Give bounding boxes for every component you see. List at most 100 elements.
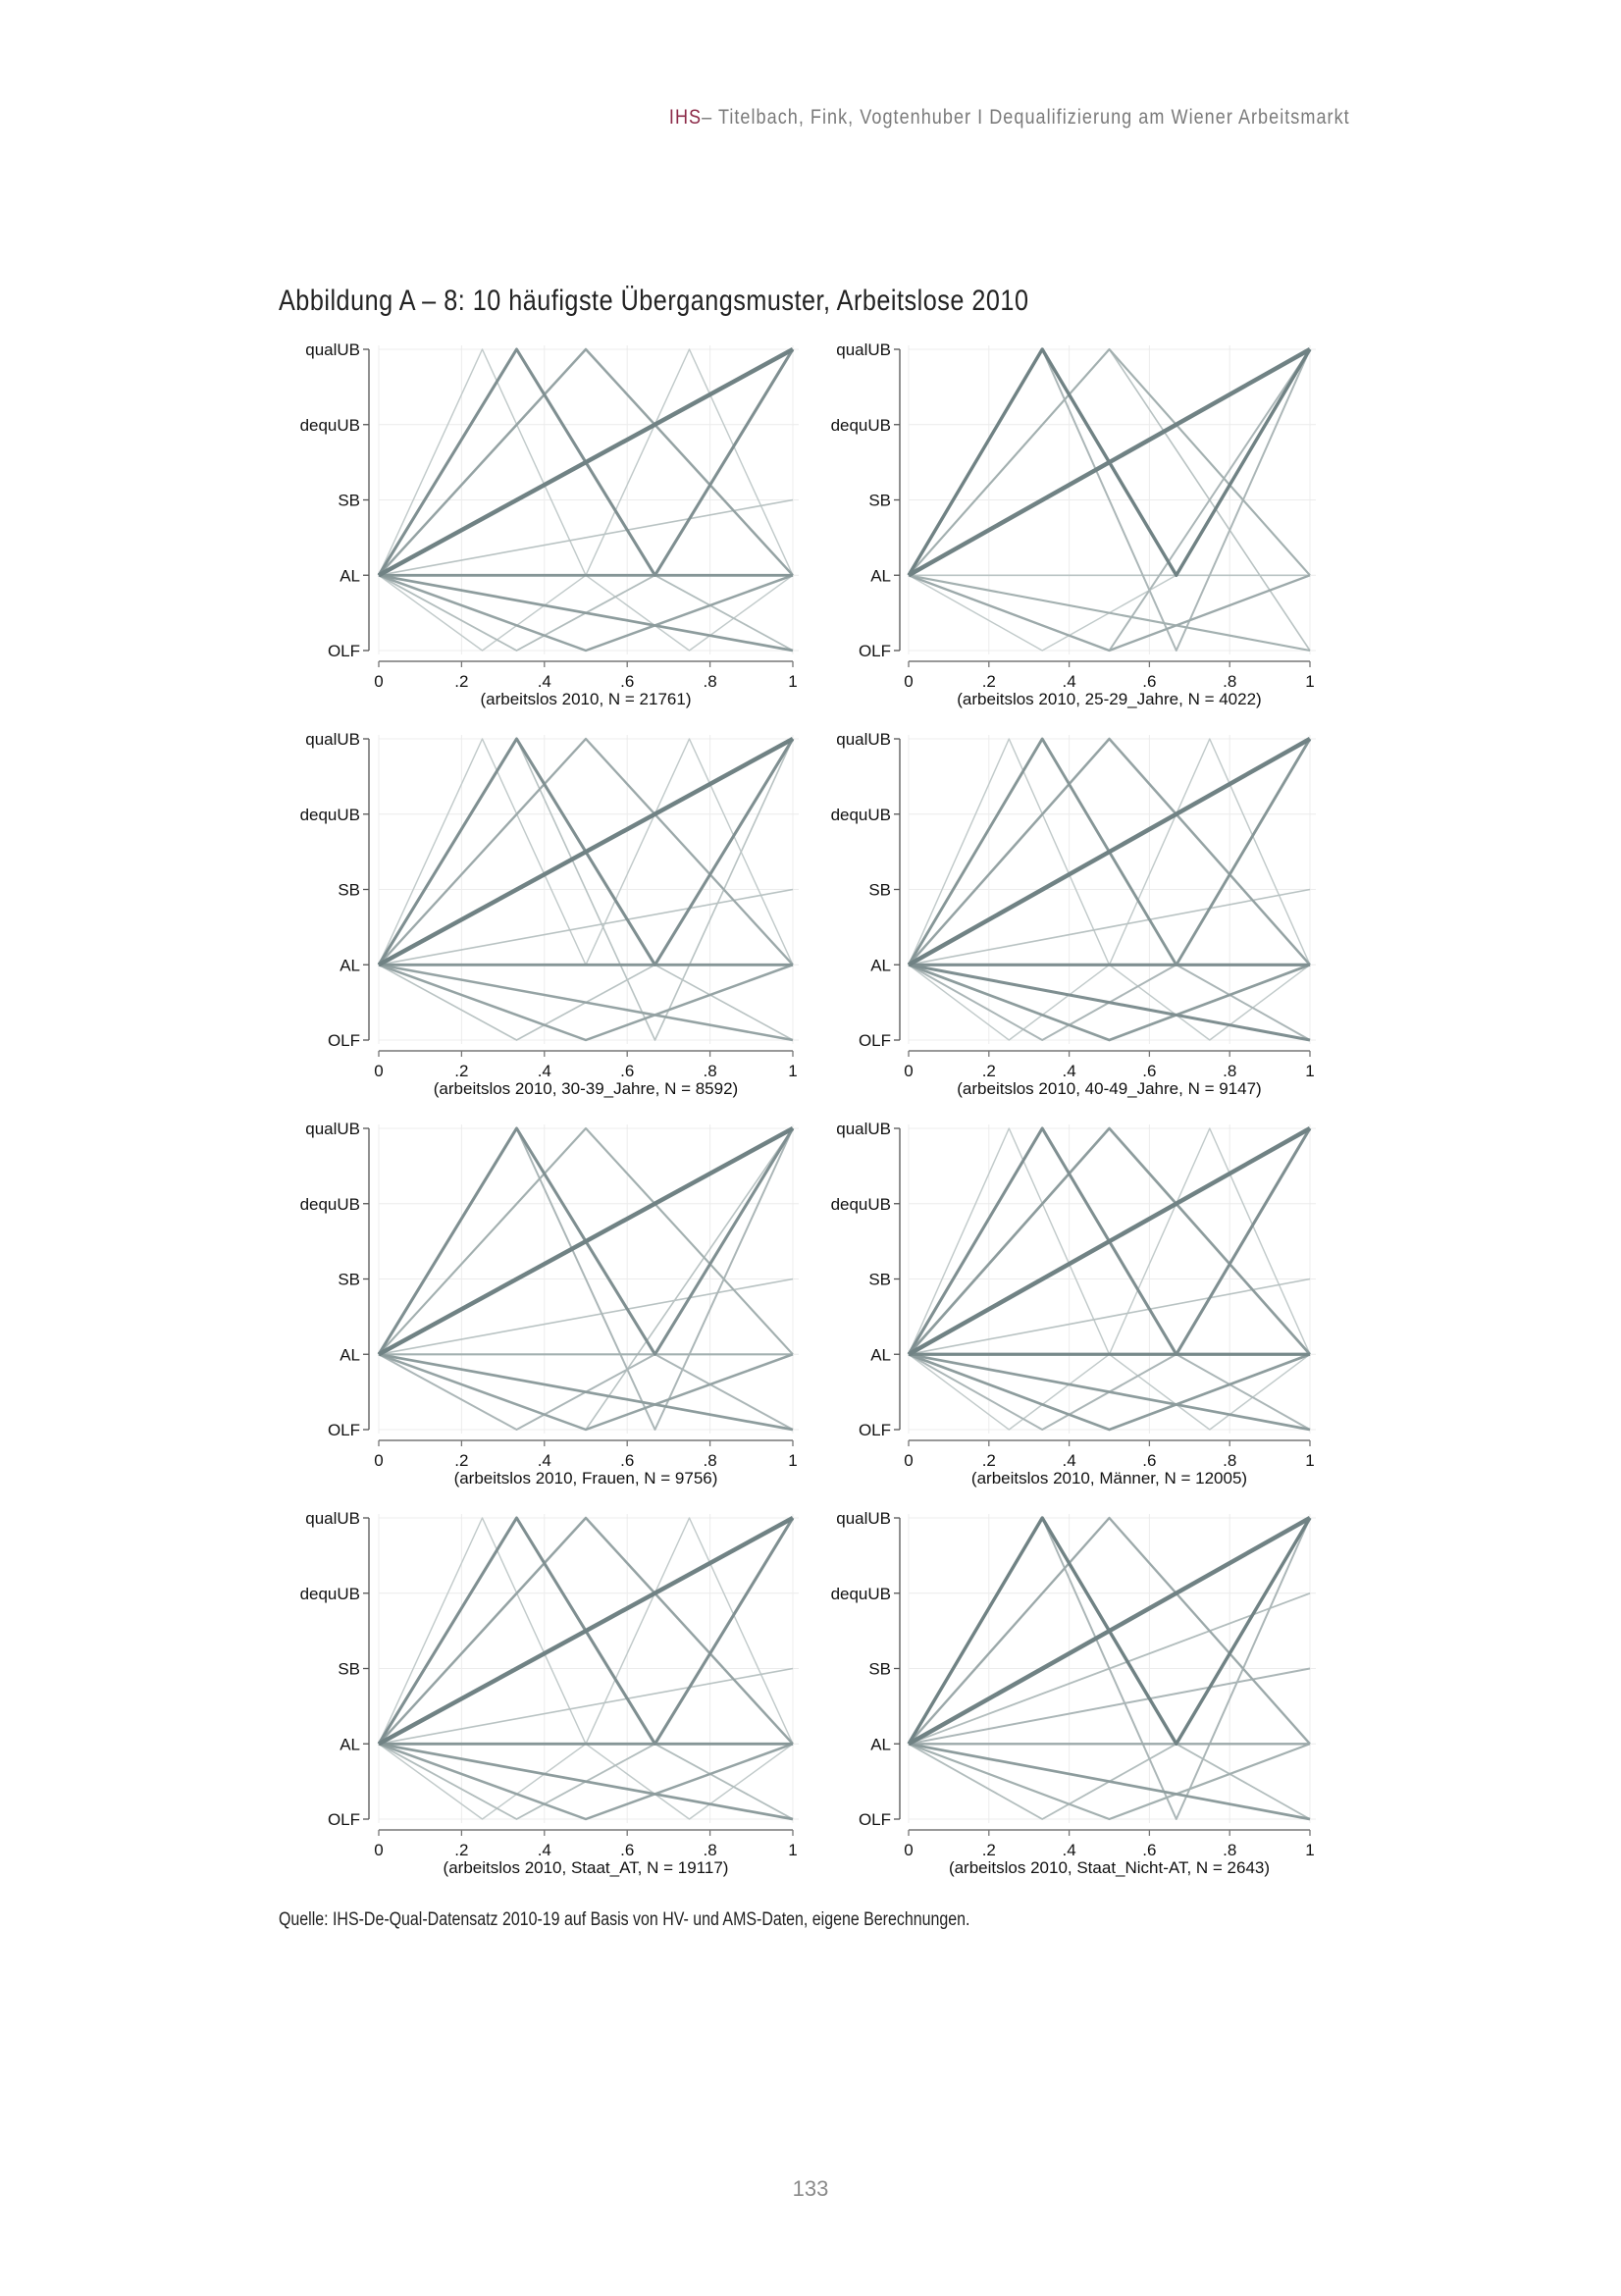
y-tick-label: OLF [328, 1031, 360, 1050]
transition-pattern-line [378, 737, 794, 966]
y-tick-label: AL [340, 1345, 360, 1364]
transition-pattern-line [378, 1352, 794, 1432]
x-tick-label: .8 [704, 1451, 717, 1470]
y-tick-label: AL [870, 1735, 891, 1753]
x-tick-label: .8 [704, 1062, 717, 1080]
panel-caption: (arbeitslos 2010, Staat_Nicht-AT, N = 26… [949, 1858, 1270, 1877]
transition-pattern-line [908, 1743, 1311, 1821]
x-tick-label: .8 [704, 1841, 717, 1859]
x-tick-label: .8 [1223, 672, 1236, 691]
y-tick-label: qualUB [305, 730, 360, 749]
transition-pattern-line [378, 1516, 794, 1746]
y-tick-label: OLF [859, 642, 891, 660]
transition-pattern-line [908, 1667, 1311, 1746]
transition-pattern-line [378, 574, 794, 652]
x-tick-label: .6 [620, 672, 634, 691]
y-tick-label: AL [340, 1735, 360, 1753]
y-tick-label: SB [338, 1271, 360, 1289]
x-tick-label: .2 [982, 672, 996, 691]
x-tick-label: 0 [904, 1841, 913, 1859]
transition-panel: OLF AL SB dequUB qualUB 0 .2 .4 .6 .8 1 (arbeitslos… [300, 340, 799, 708]
y-tick-label: dequUB [300, 806, 360, 824]
transition-pattern-line [378, 1743, 794, 1821]
y-tick-label: qualUB [836, 1120, 891, 1138]
y-tick-label: qualUB [836, 1509, 891, 1528]
transition-pattern-line [908, 737, 1311, 966]
running-title: – Titelbach, Fink, Vogtenhuber I Dequali… [702, 106, 1350, 129]
y-tick-label: OLF [859, 1810, 891, 1829]
transition-pattern-line [377, 347, 795, 578]
x-tick-label: 0 [904, 672, 913, 691]
x-tick-label: 1 [788, 672, 797, 691]
x-tick-label: .6 [1142, 672, 1156, 691]
transition-panel: OLF AL SB dequUB qualUB 0 .2 .4 .6 .8 1 (arbeitslos… [831, 1120, 1316, 1487]
y-tick-label: dequUB [831, 1585, 891, 1603]
x-tick-label: .6 [1142, 1841, 1156, 1859]
running-head: IHS– Titelbach, Fink, Vogtenhuber I Dequ… [669, 106, 1350, 130]
transition-pattern-line [377, 737, 795, 967]
transition-pattern-line [908, 1352, 1311, 1432]
transition-panel: OLF AL SB dequUB qualUB 0 .2 .4 .6 .8 1 (arbeitslos… [831, 730, 1316, 1098]
page-number: 133 [792, 2176, 829, 2201]
x-tick-label: 0 [374, 1062, 383, 1080]
y-tick-label: SB [868, 1660, 891, 1679]
y-tick-label: dequUB [300, 416, 360, 435]
transition-pattern-line [377, 1516, 795, 1747]
y-tick-label: OLF [328, 1810, 360, 1829]
transition-pattern-line [378, 964, 794, 1042]
x-tick-label: .2 [982, 1451, 996, 1470]
y-tick-label: qualUB [305, 340, 360, 359]
transition-panel: OLF AL SB dequUB qualUB 0 .2 .4 .6 .8 1 (arbeitslos… [831, 1509, 1316, 1877]
x-tick-label: 1 [1305, 672, 1314, 691]
y-tick-label: dequUB [300, 1195, 360, 1214]
y-tick-label: OLF [859, 1421, 891, 1439]
transition-pattern-line [908, 964, 1311, 1042]
panel-caption: (arbeitslos 2010, Männer, N = 12005) [971, 1469, 1247, 1487]
x-tick-label: 1 [788, 1841, 797, 1859]
y-tick-label: OLF [328, 1421, 360, 1439]
y-tick-label: qualUB [836, 340, 891, 359]
x-tick-label: .6 [1142, 1451, 1156, 1470]
x-tick-label: .4 [538, 1451, 551, 1470]
transition-pattern-line [908, 1516, 1311, 1746]
x-tick-label: .4 [1063, 672, 1076, 691]
x-tick-label: .8 [1223, 1841, 1236, 1859]
transition-pattern-line [908, 574, 1311, 652]
transition-pattern-line [378, 1667, 794, 1746]
y-tick-label: SB [868, 492, 891, 510]
panel-caption: (arbeitslos 2010, Frauen, N = 9756) [454, 1469, 718, 1487]
x-tick-label: 0 [904, 1451, 913, 1470]
transition-pattern-line [378, 1126, 794, 1356]
transition-panel: OLF AL SB dequUB qualUB 0 .2 .4 .6 .8 1 (arbeitslos… [300, 730, 799, 1098]
transition-pattern-line [378, 1353, 794, 1432]
x-tick-label: 1 [1305, 1841, 1314, 1859]
transition-pattern-line [908, 347, 1311, 577]
x-tick-label: .2 [454, 1062, 468, 1080]
y-tick-label: AL [870, 1345, 891, 1364]
transition-pattern-line [907, 347, 1312, 578]
transition-pattern-line [908, 1278, 1311, 1356]
y-tick-label: qualUB [305, 1509, 360, 1528]
y-tick-label: AL [870, 566, 891, 585]
transition-pattern-line [908, 1353, 1311, 1432]
panel-caption: (arbeitslos 2010, N = 21761) [481, 690, 692, 708]
figure-source: Quelle: IHS-De-Qual-Datensatz 2010-19 au… [279, 1909, 970, 1930]
y-tick-label: qualUB [305, 1120, 360, 1138]
transition-pattern-line [378, 1742, 794, 1821]
transition-panel: OLF AL SB dequUB qualUB 0 .2 .4 .6 .8 1 (arbeitslos… [831, 340, 1316, 708]
x-tick-label: 1 [788, 1451, 797, 1470]
y-tick-label: SB [338, 1660, 360, 1679]
transition-pattern-line [378, 347, 794, 577]
x-tick-label: .4 [538, 1062, 551, 1080]
x-tick-label: .8 [1223, 1062, 1236, 1080]
panel-caption: (arbeitslos 2010, 25-29_Jahre, N = 4022) [957, 690, 1261, 708]
y-tick-label: SB [868, 881, 891, 900]
brand-label: IHS [669, 106, 703, 129]
x-tick-label: .6 [620, 1451, 634, 1470]
x-tick-label: .4 [538, 672, 551, 691]
transition-pattern-line [907, 1126, 1312, 1357]
transition-pattern-line [908, 963, 1311, 1042]
y-tick-label: dequUB [831, 1195, 891, 1214]
transition-pattern-line [377, 1126, 795, 1357]
y-tick-label: dequUB [831, 416, 891, 435]
